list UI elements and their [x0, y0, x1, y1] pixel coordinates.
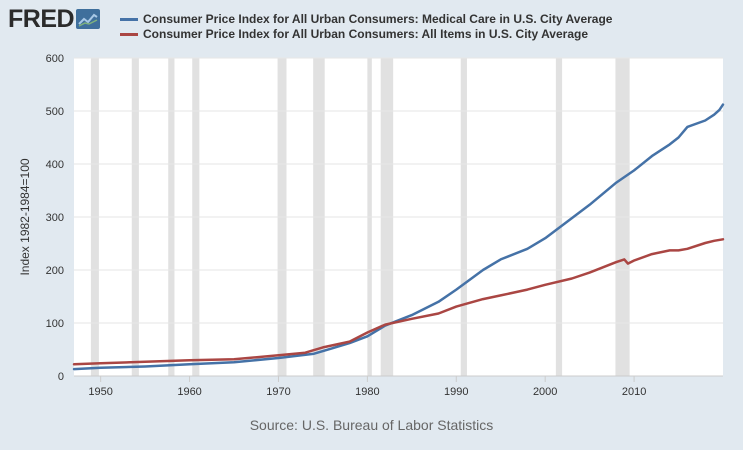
- y-axis-label: Index 1982-1984=100: [18, 158, 32, 275]
- y-tick-label-500: 500: [46, 106, 64, 118]
- y-axis-ticks: 0 100 200 300 400 500 600: [46, 53, 64, 383]
- series-line-medical-care[interactable]: [72, 103, 725, 371]
- legend-swatch-medical: [120, 18, 138, 21]
- fred-logo[interactable]: FRED: [8, 5, 101, 33]
- y-tick-label-300: 300: [46, 212, 64, 224]
- fred-graph-icon: [76, 9, 101, 29]
- legend-label-medical: Consumer Price Index for All Urban Consu…: [143, 12, 613, 26]
- legend-swatch-all-items: [120, 33, 138, 36]
- chart-header: FRED Consumer Price Index for All Urban …: [0, 0, 743, 50]
- y-tick-label-100: 100: [46, 318, 64, 330]
- x-tick-label-2000: 2000: [533, 386, 557, 398]
- legend-label-all-items: Consumer Price Index for All Urban Consu…: [143, 27, 588, 41]
- x-axis-ticks: 1950 1960 1970 1980 1990 2000 2010: [88, 376, 646, 398]
- x-tick-label-1950: 1950: [88, 386, 112, 398]
- legend-entry-medical[interactable]: Consumer Price Index for All Urban Consu…: [120, 12, 612, 27]
- series-lines: [72, 103, 725, 371]
- x-tick-label-1970: 1970: [266, 386, 290, 398]
- chart-legend: Consumer Price Index for All Urban Consu…: [120, 12, 612, 42]
- y-tick-label-200: 200: [46, 265, 64, 277]
- y-tick-label-0: 0: [58, 371, 64, 383]
- grid-lines: [74, 57, 723, 377]
- fred-logo-text: FRED: [8, 5, 75, 33]
- x-tick-label-1990: 1990: [444, 386, 468, 398]
- y-tick-label-400: 400: [46, 159, 64, 171]
- x-tick-label-1960: 1960: [177, 386, 201, 398]
- legend-entry-all-items[interactable]: Consumer Price Index for All Urban Consu…: [120, 27, 612, 42]
- series-line-all-items[interactable]: [72, 238, 725, 366]
- y-tick-label-600: 600: [46, 53, 64, 65]
- x-tick-label-2010: 2010: [622, 386, 646, 398]
- source-note: Source: U.S. Bureau of Labor Statistics: [249, 417, 494, 433]
- x-tick-label-1980: 1980: [355, 386, 379, 398]
